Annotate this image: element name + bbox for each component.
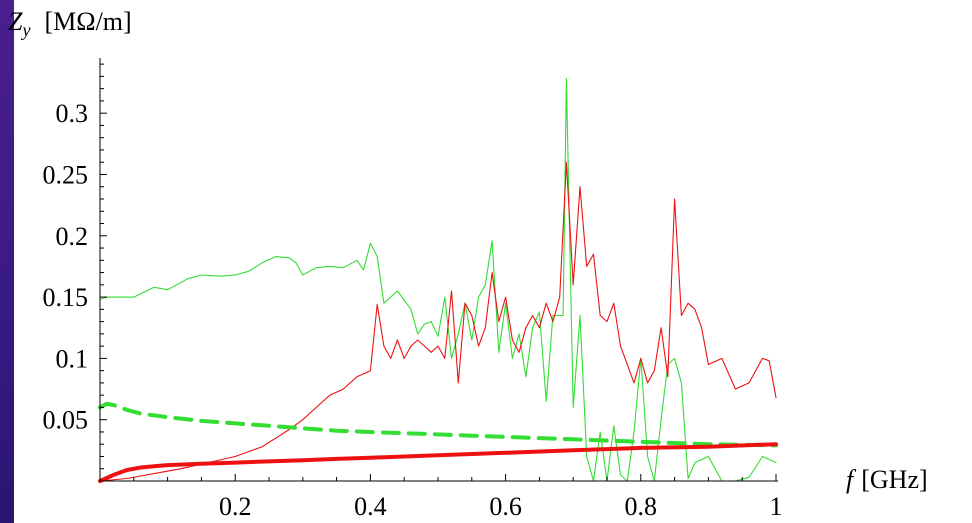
axes-layer: 0.05 0.1 0.15 0.2 0.25 0.3 0.2 0.4 0.6 0.8 1 [43,58,783,521]
y-axis-subscript: y [20,20,30,40]
x-axis-unit: [GHz] [861,465,927,494]
y-tick-label: 0.05 [43,406,89,435]
y-tick-label: 0.3 [56,99,89,128]
x-tick-label: 0.2 [219,492,252,521]
x-axis-label: f [GHz] [846,465,928,494]
series-line-1-thin [99,78,777,482]
y-tick-label: 0.1 [56,344,89,373]
y-tick-label: 0.2 [56,222,89,251]
series-line-3-thick-dashed [98,401,778,448]
series-line-4-thick [98,442,778,483]
y-axis-symbol: Z [8,7,23,36]
y-axis-unit: [MΩ/m] [44,7,131,36]
x-tick-label: 0.4 [354,492,387,521]
series-layer [98,78,778,483]
x-tick-label: 0.8 [625,492,658,521]
left-accent-bar [0,0,14,523]
y-tick-label: 0.25 [43,160,89,189]
x-axis-symbol: f [846,465,857,494]
x-tick-label: 1 [770,492,783,521]
y-tick-label: 0.15 [43,283,89,312]
series-line-2-thin [99,161,777,482]
x-tick-label: 0.6 [489,492,522,521]
y-axis-label: Zy [MΩ/m] [8,7,132,40]
